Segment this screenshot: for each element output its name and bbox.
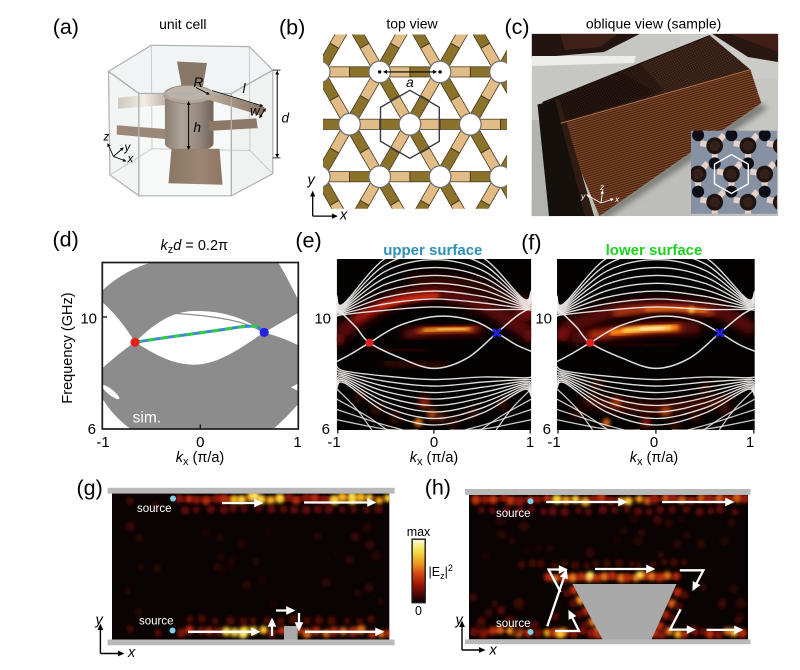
svg-text:(b): (b) <box>279 16 305 40</box>
svg-text:y: y <box>455 613 464 629</box>
svg-text:(e): (e) <box>295 229 321 253</box>
svg-text:(g): (g) <box>77 476 103 500</box>
svg-text:z: z <box>599 182 605 192</box>
svg-text:1: 1 <box>746 434 754 451</box>
svg-text:(d): (d) <box>53 228 79 252</box>
svg-text:R: R <box>194 75 204 90</box>
svg-text:l: l <box>243 81 247 96</box>
svg-text:sim.: sim. <box>133 409 161 426</box>
svg-text:y: y <box>95 613 104 629</box>
svg-text:6: 6 <box>88 421 96 438</box>
svg-text:oblique view (sample): oblique view (sample) <box>586 16 721 32</box>
svg-text:d: d <box>282 111 290 126</box>
svg-text:kx (π/a): kx (π/a) <box>176 450 225 468</box>
svg-text:0: 0 <box>415 604 422 618</box>
svg-text:10: 10 <box>535 311 552 328</box>
svg-text:source: source <box>496 618 531 630</box>
svg-text:kx (π/a): kx (π/a) <box>410 450 459 468</box>
svg-text:h: h <box>194 120 202 135</box>
svg-text:-1: -1 <box>96 434 109 451</box>
svg-text:0: 0 <box>430 434 438 451</box>
svg-text:6: 6 <box>322 421 330 438</box>
svg-text:0: 0 <box>196 434 204 451</box>
svg-text:1: 1 <box>293 434 301 451</box>
svg-text:z: z <box>103 132 110 144</box>
svg-text:1: 1 <box>526 434 534 451</box>
svg-text:(c): (c) <box>505 15 530 39</box>
svg-text:x: x <box>489 643 498 659</box>
svg-text:source: source <box>496 508 531 520</box>
svg-text:unit cell: unit cell <box>159 16 206 32</box>
svg-text:x: x <box>127 154 135 166</box>
svg-text:a: a <box>406 74 414 90</box>
svg-text:10: 10 <box>314 311 331 328</box>
svg-text:x: x <box>339 208 348 224</box>
svg-text:-1: -1 <box>327 434 340 451</box>
svg-text:x: x <box>614 194 620 204</box>
svg-text:10: 10 <box>80 311 97 328</box>
svg-text:top view: top view <box>386 16 438 32</box>
svg-text:w: w <box>250 104 261 119</box>
svg-text:y: y <box>580 191 586 201</box>
svg-text:source: source <box>137 503 172 515</box>
svg-text:6: 6 <box>543 421 551 438</box>
svg-text:y: y <box>307 173 316 189</box>
svg-text:kzd = 0.2π: kzd = 0.2π <box>161 238 229 256</box>
svg-text:source: source <box>139 616 174 628</box>
svg-text:(a): (a) <box>53 15 79 39</box>
svg-text:x: x <box>127 645 136 661</box>
svg-text:(h): (h) <box>425 476 451 500</box>
svg-text:y: y <box>124 142 132 154</box>
svg-text:|Ez|2: |Ez|2 <box>429 563 453 581</box>
svg-text:lower surface: lower surface <box>606 242 703 259</box>
svg-text:0: 0 <box>650 434 658 451</box>
svg-text:Frequency (GHz): Frequency (GHz) <box>60 292 76 403</box>
svg-text:max: max <box>407 525 431 539</box>
svg-text:upper surface: upper surface <box>383 242 482 259</box>
svg-text:(f): (f) <box>521 231 541 255</box>
svg-text:kx (π/a): kx (π/a) <box>630 450 679 468</box>
svg-text:-1: -1 <box>547 434 560 451</box>
